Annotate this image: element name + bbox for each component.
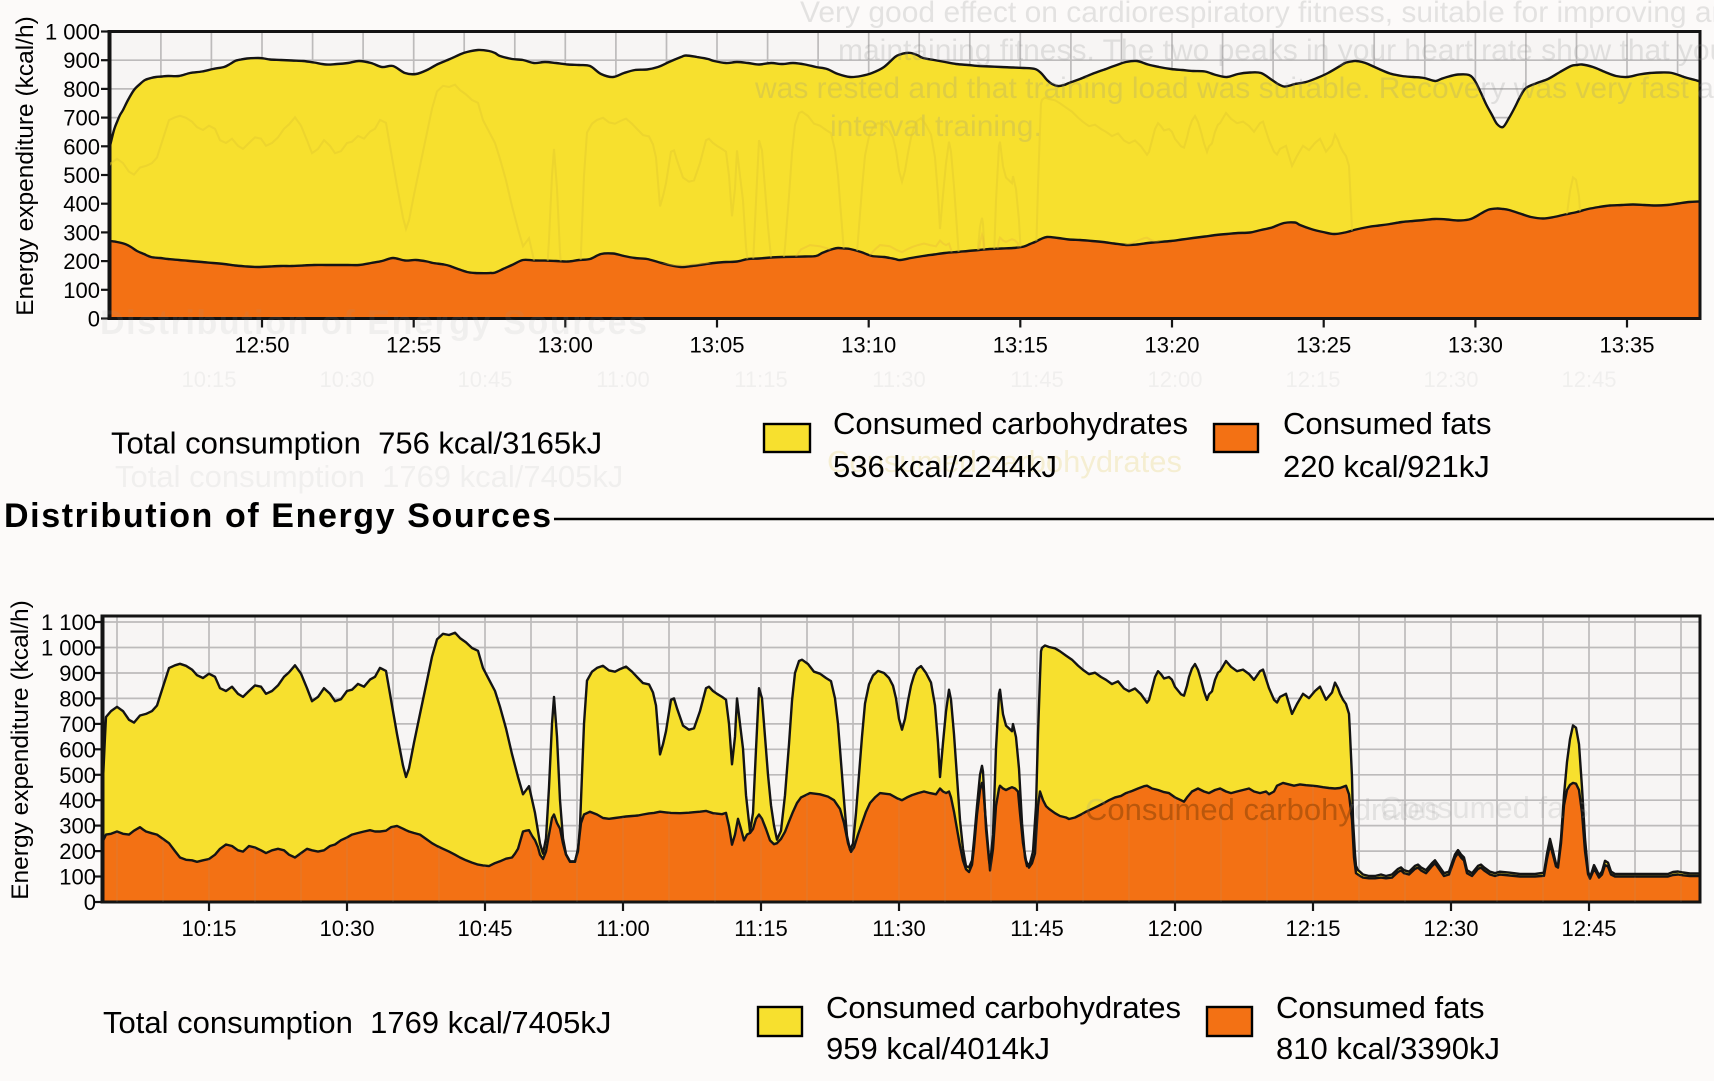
svg-text:700: 700 (63, 106, 100, 131)
svg-text:220 kcal/921kJ: 220 kcal/921kJ (1283, 449, 1490, 484)
svg-text:10:30: 10:30 (319, 916, 374, 941)
svg-text:10:45: 10:45 (457, 916, 512, 941)
svg-text:13:30: 13:30 (1448, 333, 1503, 358)
svg-text:12:50: 12:50 (234, 333, 289, 358)
svg-text:12:00: 12:00 (1147, 367, 1202, 392)
svg-text:Consumed carbohydrates: Consumed carbohydrates (826, 990, 1181, 1025)
svg-text:536 kcal/2244kJ: 536 kcal/2244kJ (833, 449, 1057, 484)
svg-text:800: 800 (59, 686, 96, 711)
svg-text:13:00: 13:00 (538, 333, 593, 358)
svg-text:12:55: 12:55 (386, 333, 441, 358)
svg-text:13:05: 13:05 (689, 333, 744, 358)
svg-text:11:15: 11:15 (734, 916, 787, 941)
svg-text:Energy expenditure (kcal/h): Energy expenditure (kcal/h) (7, 600, 34, 900)
svg-text:12:00: 12:00 (1147, 916, 1202, 941)
svg-text:1 000: 1 000 (45, 20, 100, 45)
svg-text:13:15: 13:15 (993, 333, 1048, 358)
svg-text:0: 0 (84, 890, 96, 915)
svg-text:700: 700 (59, 712, 96, 737)
svg-text:959 kcal/4014kJ: 959 kcal/4014kJ (826, 1031, 1050, 1066)
svg-text:interval training.: interval training. (830, 110, 1042, 143)
svg-text:11:45: 11:45 (1010, 916, 1063, 941)
svg-text:Consumed carbohydrates: Consumed carbohydrates (833, 406, 1188, 441)
svg-text:11:45: 11:45 (1010, 367, 1063, 392)
svg-text:11:00: 11:00 (596, 916, 649, 941)
svg-text:11:30: 11:30 (872, 367, 925, 392)
svg-text:13:10: 13:10 (841, 333, 896, 358)
svg-text:12:15: 12:15 (1285, 367, 1340, 392)
svg-text:Energy expenditure (kcal/h): Energy expenditure (kcal/h) (12, 16, 39, 316)
svg-text:810 kcal/3390kJ: 810 kcal/3390kJ (1276, 1031, 1500, 1066)
svg-text:11:30: 11:30 (872, 916, 925, 941)
svg-text:12:15: 12:15 (1285, 916, 1340, 941)
svg-text:Consumed fats: Consumed fats (1380, 790, 1589, 825)
svg-text:13:35: 13:35 (1599, 333, 1654, 358)
svg-text:Consumed carbohydrates: Consumed carbohydrates (1085, 792, 1440, 827)
svg-text:13:25: 13:25 (1296, 333, 1351, 358)
svg-text:Consumed fats: Consumed fats (1283, 406, 1492, 441)
svg-text:13:20: 13:20 (1144, 333, 1199, 358)
svg-text:12:30: 12:30 (1423, 367, 1478, 392)
svg-text:500: 500 (63, 163, 100, 188)
svg-text:Total consumption 1769 kcal/7: Total consumption 1769 kcal/7405kJ (115, 459, 623, 494)
svg-text:Total consumption 1769 kcal/7: Total consumption 1769 kcal/7405kJ (103, 1005, 611, 1040)
svg-text:0: 0 (88, 307, 100, 332)
svg-text:Consumed fats: Consumed fats (1276, 990, 1485, 1025)
svg-text:400: 400 (59, 788, 96, 813)
svg-text:100: 100 (63, 278, 100, 303)
svg-text:10:15: 10:15 (181, 916, 236, 941)
svg-text:200: 200 (59, 839, 96, 864)
svg-text:Very good effect on cardioresp: Very good effect on cardiorespiratory fi… (800, 0, 1714, 29)
svg-text:600: 600 (59, 737, 96, 762)
svg-text:300: 300 (59, 814, 96, 839)
svg-text:200: 200 (63, 249, 100, 274)
svg-text:was rested and that training l: was rested and that training load was su… (754, 72, 1714, 105)
svg-text:12:30: 12:30 (1423, 916, 1478, 941)
svg-text:300: 300 (63, 220, 100, 245)
svg-text:Total consumption 756 kcal/31: Total consumption 756 kcal/3165kJ (111, 426, 602, 461)
svg-text:maintaining fitness. The two p: maintaining fitness. The two peaks in yo… (838, 34, 1714, 67)
svg-text:10:15: 10:15 (181, 367, 236, 392)
svg-text:10:30: 10:30 (319, 367, 374, 392)
svg-text:900: 900 (59, 661, 96, 686)
svg-text:400: 400 (63, 192, 100, 217)
svg-text:11:00: 11:00 (596, 367, 649, 392)
svg-text:Consumed carbohydrates: Consumed carbohydrates (827, 444, 1182, 479)
svg-text:100: 100 (59, 865, 96, 890)
svg-text:10:45: 10:45 (457, 367, 512, 392)
svg-text:12:45: 12:45 (1561, 367, 1616, 392)
svg-text:12:45: 12:45 (1561, 916, 1616, 941)
svg-text:800: 800 (63, 77, 100, 102)
svg-text:Distribution of Energy Sources: Distribution of Energy Sources (100, 304, 647, 342)
svg-text:500: 500 (59, 763, 96, 788)
svg-text:600: 600 (63, 134, 100, 159)
svg-text:Distribution of Energy Sources: Distribution of Energy Sources (4, 497, 551, 535)
svg-text:900: 900 (63, 48, 100, 73)
svg-text:1 000: 1 000 (41, 636, 96, 661)
svg-text:11:15: 11:15 (734, 367, 787, 392)
svg-text:1 100: 1 100 (41, 610, 96, 635)
